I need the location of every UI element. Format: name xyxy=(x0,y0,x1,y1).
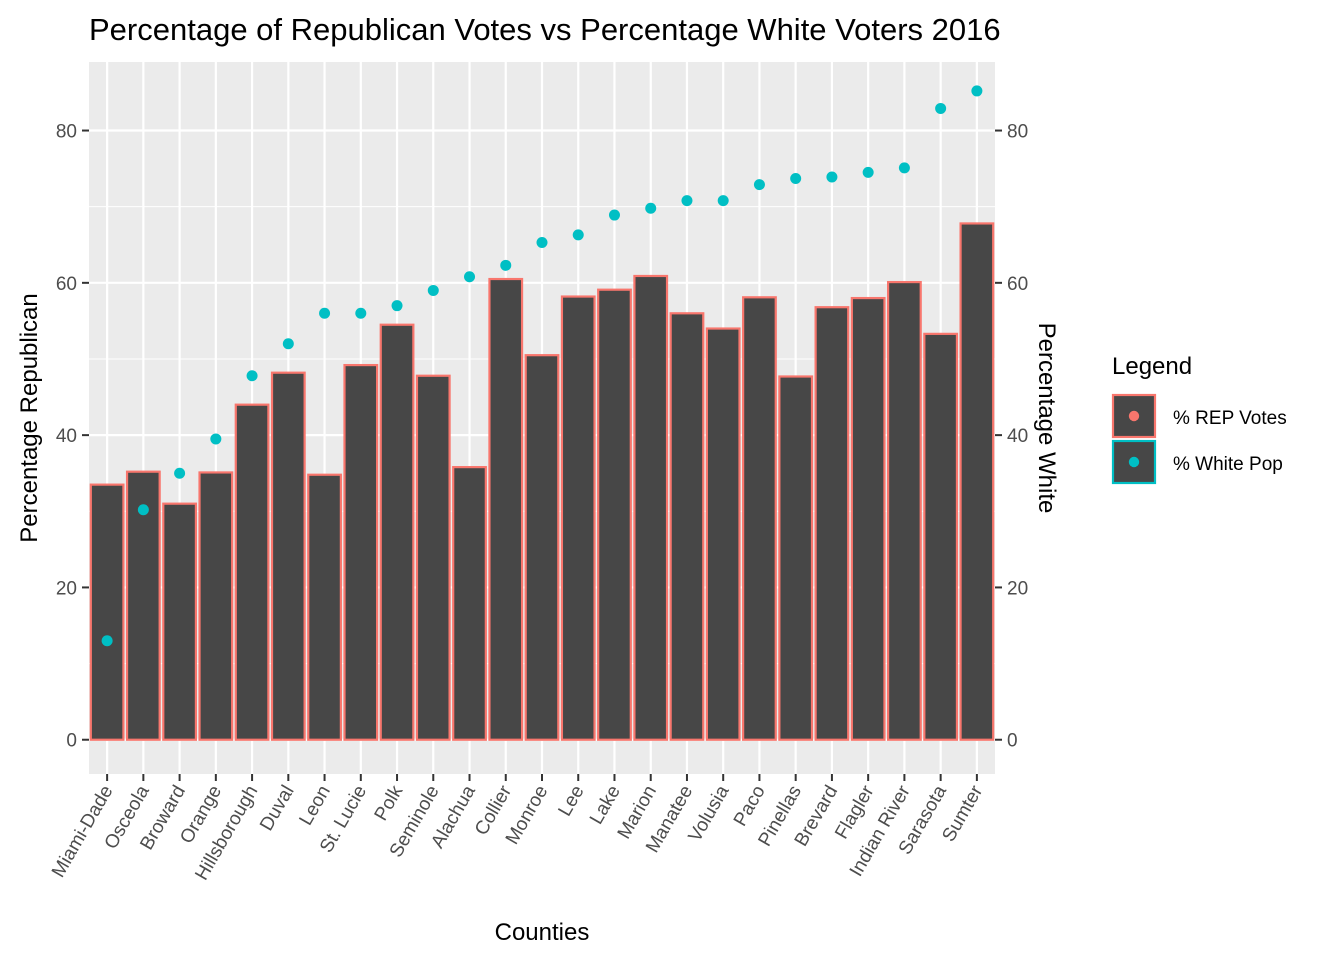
bar-rep-votes xyxy=(633,274,669,741)
x-tick-label: Duval xyxy=(256,782,298,835)
y2-tick-label: 0 xyxy=(1007,731,1018,752)
legend-title: Legend xyxy=(1112,353,1192,380)
point-white-pop xyxy=(898,162,910,174)
y2-tick-label: 40 xyxy=(1007,426,1028,447)
point-white-pop xyxy=(608,209,620,221)
bar-rep-votes xyxy=(270,371,306,741)
bar-rep-votes xyxy=(850,296,886,741)
point-white-pop xyxy=(427,284,439,296)
bar-rep-votes xyxy=(307,473,342,741)
point-white-pop xyxy=(246,370,258,382)
bar-rep-votes xyxy=(669,312,705,741)
bar-rep-votes xyxy=(923,332,959,741)
bar-rep-votes xyxy=(343,363,379,741)
x-axis-title: Counties xyxy=(495,919,590,946)
bar-rep-votes xyxy=(452,466,487,741)
point-white-pop xyxy=(536,236,548,248)
bar-rep-votes xyxy=(488,277,524,741)
point-white-pop xyxy=(319,307,331,319)
chart-title: Percentage of Republican Votes vs Percen… xyxy=(89,12,1001,47)
bar-rep-votes xyxy=(415,374,451,741)
bar-rep-votes xyxy=(89,483,125,741)
y-tick-label: 40 xyxy=(56,426,77,447)
bar-rep-votes xyxy=(379,323,415,741)
y-tick-label: 60 xyxy=(56,274,77,295)
bar-rep-votes xyxy=(778,375,814,741)
point-white-pop xyxy=(826,171,838,183)
point-white-pop xyxy=(464,271,476,283)
bar-rep-votes xyxy=(198,471,234,741)
point-white-pop xyxy=(210,433,222,445)
point-white-pop xyxy=(935,102,947,114)
bar-rep-votes xyxy=(560,295,596,741)
bar-rep-votes xyxy=(959,222,995,741)
bar-rep-votes xyxy=(162,502,198,741)
point-white-pop xyxy=(717,195,729,207)
bar-rep-votes xyxy=(234,403,270,741)
bar-rep-votes xyxy=(597,288,632,741)
point-white-pop xyxy=(790,173,802,185)
point-white-pop xyxy=(753,179,765,191)
legend-key-rep-votes-dot xyxy=(1128,410,1140,422)
point-white-pop xyxy=(391,300,403,312)
point-white-pop xyxy=(681,195,693,207)
legend-key-white-pop xyxy=(1111,439,1157,485)
bar-rep-votes xyxy=(886,280,922,741)
x-tick-label: Lake xyxy=(586,782,625,828)
point-white-pop xyxy=(572,229,584,241)
bar-layer xyxy=(89,222,995,741)
point-white-pop xyxy=(971,85,983,97)
y2-axis-title: Percentage White xyxy=(1033,323,1060,514)
point-white-pop xyxy=(137,504,149,516)
legend-label-white-pop: % White Pop xyxy=(1173,454,1283,475)
point-white-pop xyxy=(645,202,657,214)
y2-tick-label: 60 xyxy=(1007,274,1028,295)
bar-rep-votes xyxy=(814,306,850,741)
y2-tick-label: 20 xyxy=(1007,578,1028,599)
point-white-pop xyxy=(862,166,874,178)
bar-rep-votes xyxy=(125,470,161,741)
point-white-pop xyxy=(500,259,512,271)
point-white-pop xyxy=(174,467,186,479)
x-tick-label: Lee xyxy=(555,782,589,820)
y-axis-title: Percentage Republican xyxy=(16,293,43,543)
legend-label-rep-votes: % REP Votes xyxy=(1173,408,1287,429)
bar-rep-votes xyxy=(524,354,560,741)
legend-key-white-pop-dot xyxy=(1128,456,1140,468)
bar-rep-votes xyxy=(705,327,741,741)
y-tick-label: 20 xyxy=(56,578,77,599)
y-tick-label: 0 xyxy=(66,731,77,752)
bar-rep-votes xyxy=(742,296,777,741)
x-tick-label: Polk xyxy=(371,782,408,825)
point-layer xyxy=(101,85,983,647)
point-white-pop xyxy=(101,635,113,647)
point-white-pop xyxy=(282,338,294,350)
legend: Legend % REP Votes % White Pop xyxy=(1111,353,1287,485)
y-tick-label: 80 xyxy=(56,122,77,143)
y2-tick-label: 80 xyxy=(1007,122,1028,143)
point-white-pop xyxy=(355,307,367,319)
